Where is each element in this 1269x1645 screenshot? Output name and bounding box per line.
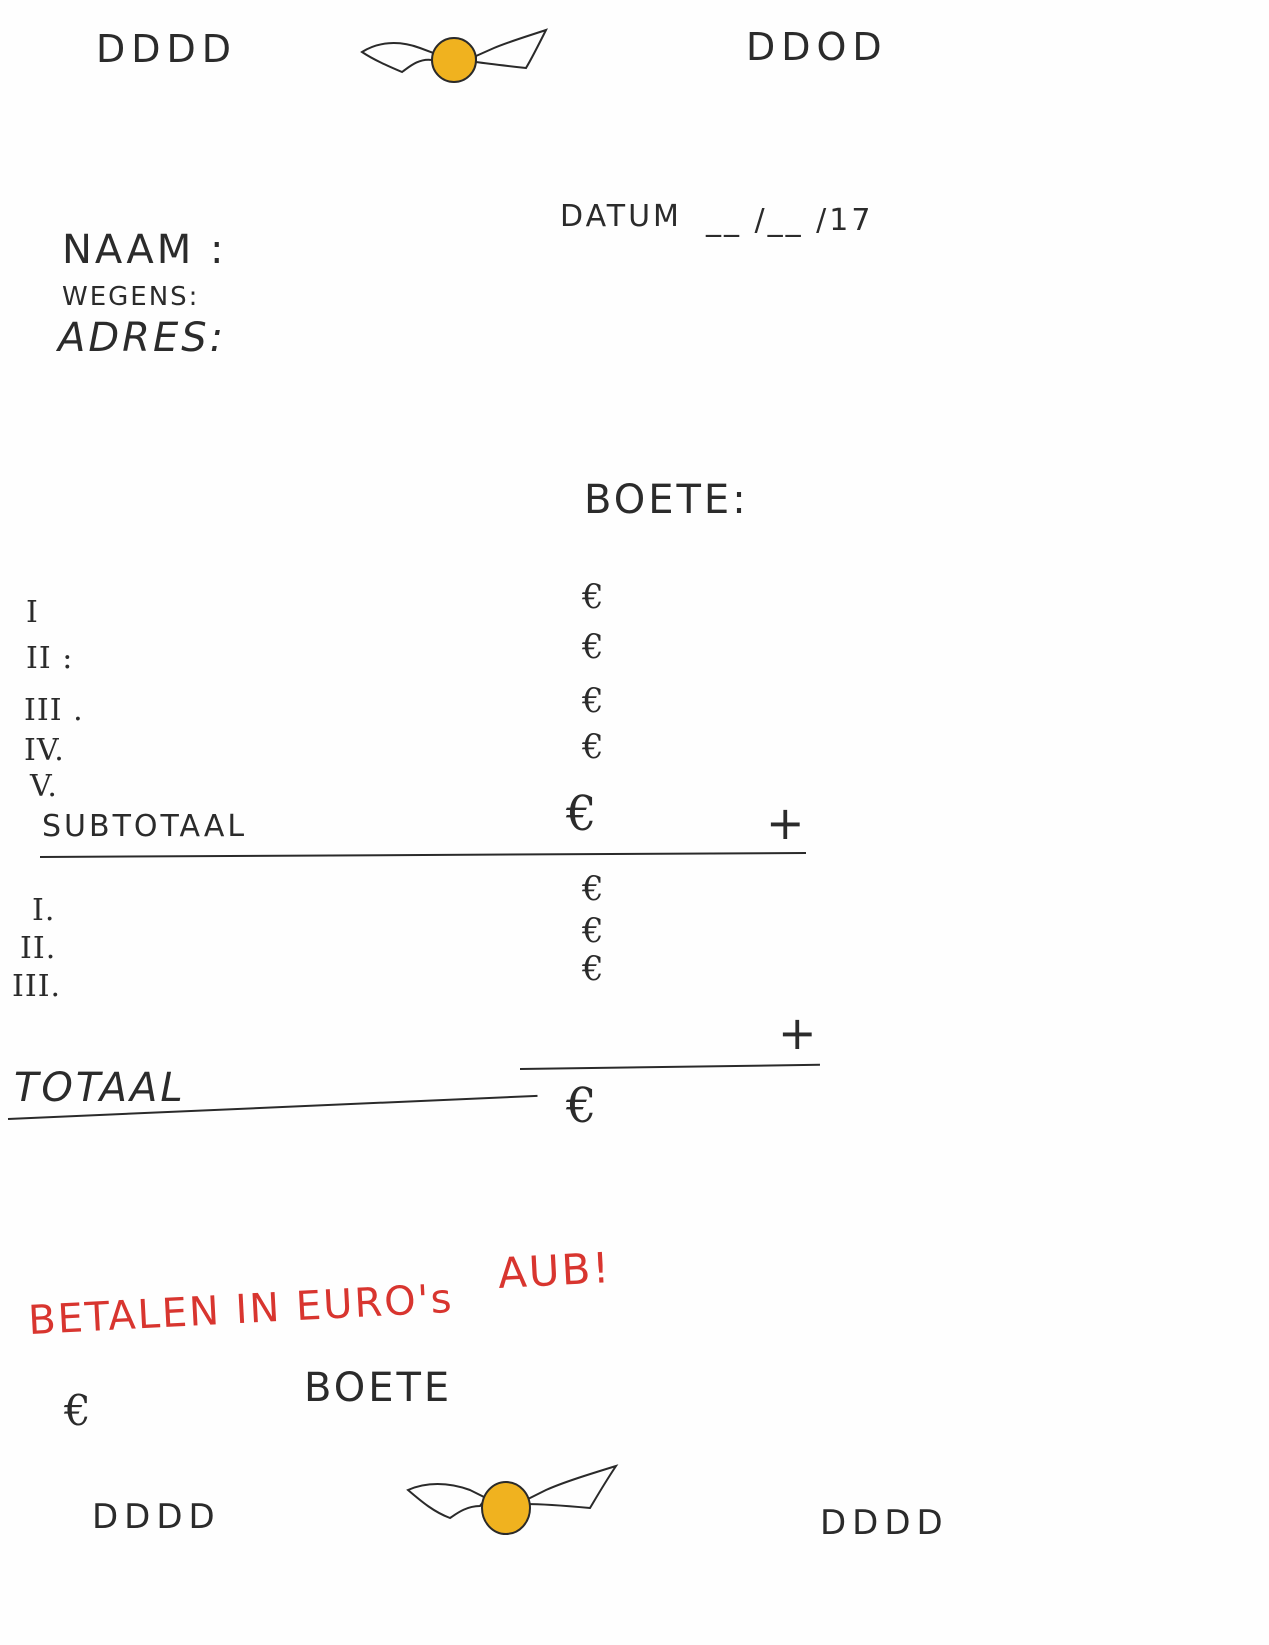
fine-row-3-numeral: III . bbox=[24, 693, 84, 728]
subtotal-label: SUBTOTAAL bbox=[42, 809, 248, 844]
total-label: TOTAAL bbox=[14, 1065, 186, 1111]
fine-row-5-numeral: V. bbox=[30, 769, 58, 804]
golden-snitch-icon bbox=[360, 28, 548, 83]
header-corner-left: DDDD bbox=[96, 27, 238, 71]
total-rule-upper bbox=[519, 1063, 820, 1070]
payment-notice-aub: AUB! bbox=[496, 1243, 613, 1298]
stub-boete-label: BOETE bbox=[304, 1365, 453, 1411]
datum-label: DATUM bbox=[560, 199, 682, 234]
fine-row-1-numeral: I bbox=[26, 595, 39, 630]
footer-corner-left: DDDD bbox=[92, 1497, 221, 1537]
fine2-row-1-numeral: I. bbox=[32, 893, 56, 928]
fine2-row-1-euro: € bbox=[582, 869, 606, 909]
subtotal-plus-sign: + bbox=[766, 796, 807, 850]
boete-heading: BOETE: bbox=[584, 477, 749, 523]
fine-row-2-euro: € bbox=[582, 627, 606, 667]
fine-row-1-euro: € bbox=[582, 577, 606, 617]
footer-corner-right: DDDD bbox=[820, 1503, 949, 1543]
datum-field[interactable]: __ /__ /17 bbox=[706, 203, 874, 238]
fine2-row-3-euro: € bbox=[582, 949, 606, 989]
subtotal-euro: € bbox=[566, 786, 599, 842]
total-plus-sign: + bbox=[778, 1006, 819, 1060]
total-euro: € bbox=[566, 1078, 599, 1134]
fine-row-4-numeral: IV. bbox=[24, 733, 65, 768]
fine-row-4-euro: € bbox=[582, 727, 606, 767]
stub-euro: € bbox=[64, 1386, 93, 1435]
subtotal-rule bbox=[39, 851, 806, 858]
fine-row-3-euro: € bbox=[582, 681, 606, 721]
wegens-label: WEGENS: bbox=[62, 282, 200, 312]
header-corner-right: DDOD bbox=[746, 25, 888, 69]
fine2-row-2-euro: € bbox=[582, 911, 606, 951]
golden-snitch-icon bbox=[406, 1464, 619, 1535]
naam-label: NAAM : bbox=[62, 227, 227, 273]
fine-row-2-numeral: II : bbox=[26, 641, 74, 676]
payment-notice: BETALEN IN EURO's bbox=[27, 1275, 455, 1345]
adres-label: ADRES: bbox=[58, 315, 227, 361]
fine2-row-2-numeral: II. bbox=[20, 931, 57, 966]
fine2-row-3-numeral: III. bbox=[12, 969, 62, 1004]
